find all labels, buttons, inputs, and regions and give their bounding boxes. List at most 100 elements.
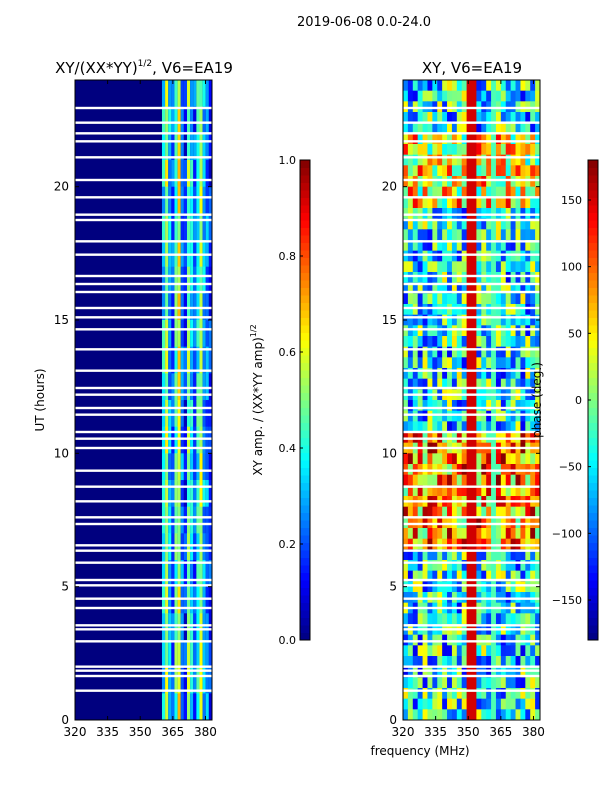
heatmap-cell	[183, 586, 187, 614]
heatmap-cell	[199, 506, 203, 534]
heatmap-cell	[500, 122, 507, 134]
heatmap-cell	[403, 549, 409, 561]
heatmap-cell	[183, 160, 187, 188]
heatmap-cell	[461, 410, 467, 422]
heatmap-cell	[180, 666, 184, 694]
data-gap	[403, 689, 540, 692]
colorbar-step	[588, 467, 598, 476]
heatmap-cell	[161, 640, 166, 668]
heatmap-cell	[515, 325, 521, 337]
heatmap-cell	[530, 560, 536, 572]
heatmap-cell	[500, 186, 507, 198]
heatmap-cell	[193, 506, 197, 534]
heatmap-cell	[171, 213, 175, 241]
heatmap-cell	[190, 266, 194, 294]
colorbar-tick-label: 0.4	[279, 442, 297, 455]
heatmap-cell	[403, 293, 409, 305]
heatmap-cell	[205, 693, 209, 721]
heatmap-cell	[456, 677, 463, 689]
heatmap-cell	[481, 709, 487, 721]
heatmap-cell	[403, 176, 409, 188]
heatmap-cell	[432, 282, 438, 294]
heatmap-cell	[466, 197, 472, 209]
heatmap-cell	[180, 613, 184, 641]
heatmap-cell	[165, 133, 169, 161]
colorbar-step	[300, 580, 310, 588]
heatmap-cell	[417, 154, 423, 166]
heatmap-cell	[481, 485, 487, 497]
heatmap-cell	[168, 426, 172, 454]
heatmap-cell	[183, 426, 187, 454]
heatmap-cell	[486, 90, 492, 102]
data-gap	[75, 578, 212, 582]
heatmap-cell	[510, 154, 516, 166]
heatmap-cell	[500, 453, 507, 465]
heatmap-cell	[403, 229, 409, 241]
heatmap-cell	[447, 304, 453, 316]
heatmap-cell	[505, 293, 512, 305]
heatmap-cell	[427, 186, 433, 198]
heatmap-cell	[161, 560, 166, 588]
heatmap-cell	[505, 528, 512, 540]
heatmap-cell	[403, 688, 409, 700]
heatmap-cell	[447, 186, 453, 198]
heatmap-cell	[486, 368, 492, 380]
x-tick-label: 320	[64, 725, 87, 739]
data-gap	[75, 674, 212, 678]
heatmap-cell	[491, 261, 497, 273]
heatmap-cell	[476, 325, 482, 337]
heatmap-cell	[186, 213, 191, 241]
heatmap-cell	[500, 346, 507, 358]
heatmap-cell	[451, 549, 458, 561]
heatmap-cell	[461, 112, 467, 124]
heatmap-cell	[447, 698, 453, 710]
heatmap-cell	[174, 426, 178, 454]
heatmap-cell	[451, 378, 458, 390]
amplitude-x-ticks: 320 335 350 365 380	[64, 80, 217, 739]
heatmap-cell	[193, 106, 197, 134]
heatmap-cell	[461, 474, 467, 486]
heatmap-cell	[177, 80, 181, 108]
heatmap-cell	[466, 186, 472, 198]
heatmap-cell	[515, 122, 521, 134]
y-tick-label: 10	[382, 446, 397, 460]
heatmap-cell	[437, 528, 443, 540]
heatmap-cell	[432, 165, 438, 177]
heatmap-cell	[208, 346, 212, 374]
colorbar-step	[300, 250, 310, 258]
heatmap-cell	[174, 266, 178, 294]
colorbar-step	[588, 520, 598, 528]
heatmap-cell	[432, 474, 438, 486]
heatmap-cell	[525, 421, 531, 433]
heatmap-cell	[466, 304, 472, 316]
heatmap-cell	[403, 485, 409, 497]
heatmap-cell	[500, 336, 507, 348]
heatmap-cell	[442, 112, 448, 124]
heatmap-cell	[432, 709, 438, 721]
heatmap-cell	[515, 400, 521, 412]
heatmap-cell	[525, 485, 531, 497]
heatmap-cell	[205, 533, 209, 561]
heatmap-cell	[447, 165, 453, 177]
heatmap-cell	[177, 506, 181, 534]
heatmap-cell	[183, 80, 187, 108]
heatmap-cell	[422, 133, 428, 145]
heatmap-cell	[205, 80, 209, 108]
heatmap-cell	[171, 533, 175, 561]
heatmap-cell	[412, 186, 419, 198]
heatmap-cell	[186, 560, 191, 588]
y-tick-label: 5	[389, 580, 397, 594]
heatmap-cell	[505, 474, 512, 486]
heatmap-cell	[407, 688, 414, 700]
heatmap-cell	[456, 282, 463, 294]
heatmap-cell	[461, 325, 467, 337]
colorbar-step	[588, 370, 598, 378]
heatmap-cell	[412, 613, 419, 625]
data-gap	[75, 274, 212, 278]
heatmap-cell	[193, 426, 197, 454]
heatmap-cell	[461, 165, 467, 177]
heatmap-cell	[407, 368, 414, 380]
heatmap-cell	[208, 506, 212, 534]
heatmap-cell	[530, 474, 536, 486]
heatmap-cell	[486, 357, 492, 369]
